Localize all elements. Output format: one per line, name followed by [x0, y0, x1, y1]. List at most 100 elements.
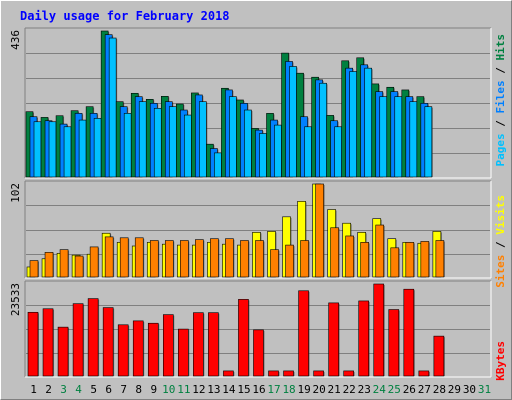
bar-pages-day-21	[334, 126, 342, 178]
max-label-hits-files-pages: 436	[9, 30, 22, 50]
bar-kbytes-day-21	[328, 302, 339, 377]
bar-pages-day-4	[78, 119, 87, 178]
bar-pages-day-22	[349, 71, 357, 178]
bar-pages-day-14	[229, 96, 237, 178]
bar-sites-day-23	[360, 242, 370, 278]
bar-kbytes-day-4	[72, 303, 84, 377]
bar-pages-day-9	[153, 108, 162, 178]
day-label-14: 14	[222, 383, 236, 396]
day-label-4: 4	[75, 383, 82, 396]
day-label-7: 7	[120, 383, 127, 396]
legend-part: KBytes	[494, 341, 507, 381]
day-label-19: 19	[297, 383, 310, 396]
day-label-15: 15	[237, 383, 250, 396]
bar-kbytes-day-6	[102, 307, 114, 377]
legend-label-1: Sites / Visits	[494, 195, 507, 288]
day-label-3: 3	[60, 383, 67, 396]
bar-sites-day-19	[300, 240, 309, 278]
bar-kbytes-day-23	[358, 300, 370, 377]
max-label-visits-sites: 102	[9, 183, 22, 203]
bar-sites-day-15	[240, 240, 249, 278]
bar-kbytes-day-20	[313, 370, 324, 377]
bar-pages-day-20	[319, 82, 327, 178]
bar-kbytes-day-27	[418, 370, 430, 377]
bar-sites-day-13	[210, 238, 219, 278]
bar-pages-day-18	[289, 66, 297, 178]
bar-pages-day-16	[259, 133, 267, 178]
legend-part: Visits	[494, 195, 507, 235]
bar-kbytes-day-18	[283, 370, 294, 377]
bar-kbytes-day-8	[132, 320, 144, 377]
bar-sites-day-3	[59, 249, 69, 278]
max-label-kbytes: 23533	[9, 283, 22, 316]
bar-kbytes-day-7	[117, 324, 129, 377]
bar-pages-day-26	[409, 101, 418, 178]
day-label-5: 5	[90, 383, 97, 396]
legend-part: Sites	[494, 255, 507, 288]
day-label-10: 10	[162, 383, 175, 396]
bar-kbytes-day-9	[147, 322, 159, 377]
day-label-12: 12	[192, 383, 205, 396]
bar-sites-day-12	[195, 239, 204, 278]
day-label-11: 11	[177, 383, 190, 396]
day-label-26: 26	[403, 383, 416, 396]
day-label-13: 13	[207, 383, 220, 396]
bar-kbytes-day-11	[178, 328, 189, 377]
bar-sites-day-18	[285, 244, 294, 278]
bar-sites-day-24	[375, 224, 385, 278]
bar-pages-day-25	[394, 96, 403, 178]
legend-part: /	[494, 235, 507, 255]
legend-part: Files	[494, 80, 507, 113]
bar-kbytes-day-13	[208, 312, 219, 377]
day-label-6: 6	[105, 383, 112, 396]
day-label-22: 22	[343, 383, 356, 396]
day-label-25: 25	[388, 383, 401, 396]
chart-title: Daily usage for February 2018	[20, 9, 230, 23]
day-label-24: 24	[373, 383, 387, 396]
bar-pages-day-5	[93, 118, 102, 178]
bar-pages-day-3	[63, 126, 72, 178]
day-label-8: 8	[135, 383, 142, 396]
day-label-2: 2	[45, 383, 52, 396]
bar-pages-day-11	[184, 114, 192, 178]
bar-sites-day-2	[44, 252, 54, 278]
bar-kbytes-day-16	[253, 329, 264, 377]
bar-sites-day-25	[390, 247, 400, 278]
bar-sites-day-16	[255, 240, 264, 278]
bar-kbytes-day-5	[87, 298, 99, 377]
day-label-31: 31	[478, 383, 491, 396]
day-label-28: 28	[433, 383, 446, 396]
bar-kbytes-day-22	[343, 370, 354, 377]
day-label-23: 23	[358, 383, 371, 396]
bar-pages-day-8	[138, 101, 147, 178]
day-label-9: 9	[150, 383, 157, 396]
bar-sites-day-21	[330, 227, 339, 278]
bar-kbytes-day-14	[223, 370, 234, 377]
day-label-30: 30	[463, 383, 476, 396]
bar-kbytes-day-19	[298, 290, 309, 377]
bar-pages-day-19	[304, 126, 312, 178]
bar-sites-day-28	[435, 240, 445, 278]
bar-sites-day-6	[104, 236, 114, 278]
bar-kbytes-day-3	[57, 326, 69, 377]
bar-pages-day-17	[274, 124, 282, 178]
bar-pages-day-7	[123, 113, 132, 178]
bar-pages-day-1	[33, 121, 42, 178]
bar-pages-day-6	[108, 37, 117, 178]
bar-kbytes-day-24	[373, 283, 385, 377]
bar-sites-day-10	[164, 240, 174, 278]
bar-pages-day-2	[48, 121, 57, 178]
day-label-29: 29	[448, 383, 461, 396]
bar-sites-day-22	[345, 235, 354, 278]
legend-part: /	[494, 61, 507, 81]
bar-sites-day-7	[119, 237, 129, 278]
legend-label-2: KBytes	[494, 341, 507, 381]
bar-sites-day-9	[149, 240, 159, 278]
bar-kbytes-day-28	[433, 335, 445, 377]
bar-sites-day-1	[29, 260, 39, 278]
day-label-18: 18	[282, 383, 295, 396]
day-label-17: 17	[267, 383, 280, 396]
bar-kbytes-day-26	[403, 288, 415, 377]
